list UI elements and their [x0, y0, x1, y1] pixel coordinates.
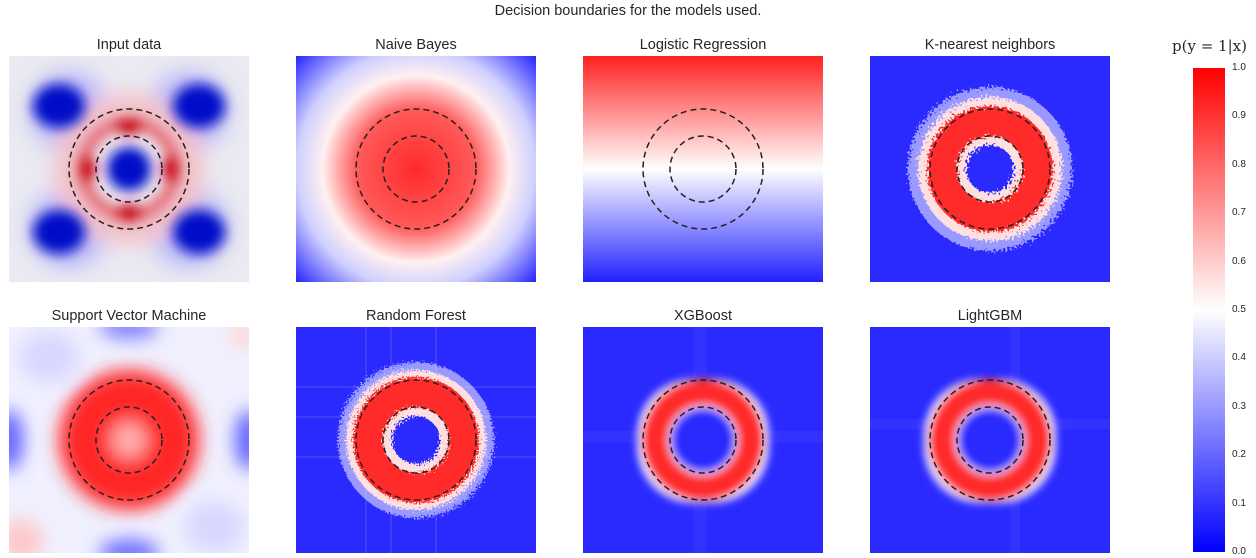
panel-svm: [9, 327, 249, 553]
panel-input-data: [9, 56, 249, 282]
colorbar-tick-label: 0.8: [1232, 158, 1246, 170]
logistic-regression-heatmap: [583, 56, 823, 282]
colorbar-tick-label: 0.3: [1232, 400, 1246, 412]
colorbar-tick-label: 0.1: [1232, 497, 1246, 509]
colorbar-tick-label: 1.0: [1232, 62, 1246, 73]
xgboost-heatmap: [583, 327, 823, 553]
random-forest-heatmap: [296, 327, 536, 553]
panel-random-forest: [296, 327, 536, 553]
panel-lightgbm: [870, 327, 1110, 553]
panel-title-naive-bayes: Naive Bayes: [375, 37, 457, 53]
panel-title-knn: K-nearest neighbors: [924, 37, 1056, 53]
colorbar-label: p(y = 1|x): [1172, 37, 1247, 55]
colorbar-tick-label: 0.4: [1232, 352, 1246, 364]
colorbar-tick-label: 0.0: [1232, 546, 1246, 557]
colorbar: [1193, 68, 1225, 552]
colorbar-tick-label: 0.7: [1232, 207, 1246, 219]
colorbar-tick-label: 0.2: [1232, 449, 1246, 461]
panel-naive-bayes: [296, 56, 536, 282]
panel-knn: [870, 56, 1110, 282]
panel-title-xgboost: XGBoost: [673, 308, 733, 324]
panel-logistic-regression: [583, 56, 823, 282]
lightgbm-heatmap: [870, 327, 1110, 553]
naive-bayes-heatmap: [296, 56, 536, 282]
panel-title-random-forest: Random Forest: [366, 308, 466, 324]
panel-title-lightgbm: LightGBM: [957, 308, 1023, 324]
input-data-heatmap: [9, 56, 249, 282]
colorbar-tick-label: 0.5: [1232, 304, 1246, 315]
panel-title-svm: Support Vector Machine: [51, 308, 207, 324]
colorbar-tick-label: 0.6: [1232, 255, 1246, 267]
knn-heatmap: [870, 56, 1110, 282]
panel-title-logistic-regression: Logistic Regression: [639, 37, 767, 53]
panel-title-input-data: Input data: [96, 37, 162, 53]
panel-xgboost: [583, 327, 823, 553]
colorbar-tick-label: 0.9: [1232, 110, 1246, 122]
figure-title: Decision boundaries for the models used.: [494, 3, 762, 19]
svm-heatmap: [9, 327, 249, 553]
